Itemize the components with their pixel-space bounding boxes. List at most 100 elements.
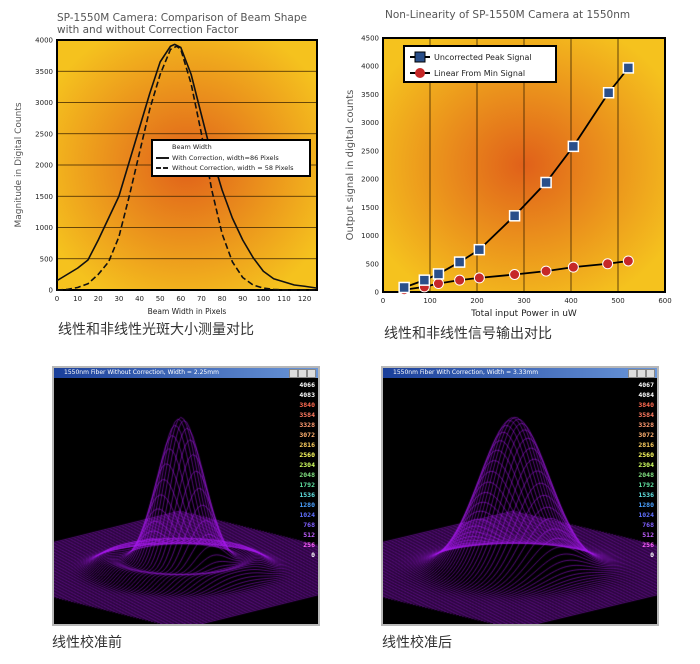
scale-value: 1280 — [638, 501, 654, 509]
title-line: with and without Correction Factor — [57, 24, 239, 36]
y-tick-label: 3500 — [361, 91, 379, 99]
legend-label: With Correction, width=86 Pixels — [172, 154, 279, 162]
scale-value: 3584 — [638, 411, 654, 419]
scale-value: 768 — [303, 521, 315, 529]
y-tick-label: 2500 — [361, 147, 379, 155]
scale-value: 512 — [642, 531, 654, 539]
close-button[interactable] — [307, 369, 316, 378]
data-point — [453, 256, 466, 268]
data-point — [473, 243, 486, 256]
data-point — [398, 281, 410, 294]
y-tick-label: 4500 — [361, 35, 379, 43]
scale-value: 1792 — [638, 481, 654, 489]
data-point — [540, 265, 552, 277]
caption-chart2: 线性和非线性信号输出对比 — [384, 326, 552, 342]
x-tick-label: 400 — [564, 297, 577, 305]
color-scale: 4067 4084 3840 3584 3328 3072 2816 2560 2304 2048… — [638, 380, 654, 560]
x-tick-label: 70 — [197, 295, 206, 303]
scale-value: 0 — [650, 551, 654, 559]
y-tick-label: 3000 — [361, 119, 379, 127]
y-tick-label: 4000 — [35, 37, 53, 45]
scale-value: 4083 — [299, 391, 315, 399]
legend-label: Linear From Min Signal — [434, 69, 525, 78]
x-tick-label: 0 — [55, 295, 59, 303]
x-tick-label: 0 — [381, 297, 385, 305]
scale-value: 256 — [642, 541, 654, 549]
y-tick-label: 2500 — [35, 130, 53, 138]
y-tick-label: 500 — [366, 260, 379, 268]
data-point — [602, 87, 615, 99]
caption-before: 线性校准前 — [52, 635, 122, 651]
window-title: 1550nm Fiber Without Correction, Width =… — [54, 368, 318, 378]
y-tick-label: 1000 — [35, 224, 53, 232]
window-title: 1550nm Fiber With Correction, Width = 3.… — [383, 368, 657, 378]
y-tick-label: 1500 — [361, 204, 379, 212]
close-button[interactable] — [646, 369, 655, 378]
x-tick-label: 300 — [517, 297, 530, 305]
data-point — [508, 210, 521, 222]
data-point — [567, 140, 580, 153]
scale-value: 2304 — [638, 461, 654, 469]
x-tick-label: 500 — [611, 297, 624, 305]
x-tick-label: 50 — [156, 295, 165, 303]
scale-value: 2560 — [638, 451, 654, 459]
scale-value: 1792 — [299, 481, 315, 489]
scale-value: 2816 — [638, 441, 654, 449]
y-tick-label: 0 — [49, 287, 53, 295]
y-tick-label: 3500 — [35, 68, 53, 76]
scale-value: 768 — [642, 521, 654, 529]
x-tick-label: 80 — [218, 295, 227, 303]
minimize-button[interactable] — [289, 369, 298, 378]
data-point — [432, 278, 444, 290]
window-with-correction: 1550nm Fiber With Correction, Width = 3.… — [381, 366, 659, 626]
y-tick-label: 0 — [375, 289, 379, 297]
data-point — [509, 269, 521, 281]
nonlinearity-chart: 0 500 1000 1500 2000 2500 3000 3500 4000 4500 0 100… — [345, 35, 672, 320]
maximize-button[interactable] — [637, 369, 646, 378]
plot-frame — [56, 39, 318, 291]
x-axis-label: Total input Power in uW — [470, 309, 577, 319]
x-tick-label: 20 — [94, 295, 103, 303]
data-point — [473, 272, 485, 284]
y-tick-label: 500 — [40, 255, 53, 263]
maximize-button[interactable] — [298, 369, 307, 378]
scale-value: 2816 — [299, 441, 315, 449]
legend-title: Beam Width — [172, 143, 212, 151]
series-line — [403, 67, 630, 289]
scale-value: 3328 — [638, 421, 654, 429]
legend-marker — [415, 68, 425, 78]
chart1-title: SP-1550M Camera: Comparison of Beam Shap… — [57, 12, 307, 36]
x-tick-label: 110 — [277, 295, 290, 303]
legend-label: Without Correction, width = 58 Pixels — [172, 164, 294, 172]
beam-3d-plot — [383, 378, 657, 624]
data-point — [622, 255, 634, 267]
scale-value: 1024 — [638, 511, 654, 519]
series-line — [56, 43, 318, 289]
scale-value: 1536 — [638, 491, 654, 499]
title-line: SP-1550M Camera: Comparison of Beam Shap… — [57, 12, 307, 24]
y-tick-label: 2000 — [35, 162, 53, 170]
legend-box — [151, 139, 311, 177]
x-tick-label: 600 — [658, 297, 671, 305]
minimize-button[interactable] — [628, 369, 637, 378]
scale-value: 2304 — [299, 461, 315, 469]
scale-value: 0 — [311, 551, 315, 559]
data-point — [418, 274, 431, 286]
x-tick-label: 30 — [114, 295, 123, 303]
data-point — [540, 176, 552, 189]
scale-value: 4084 — [638, 391, 654, 399]
scale-value: 4067 — [638, 381, 654, 389]
legend-label: Uncorrected Peak Signal — [434, 53, 532, 62]
chart2-title: Non-Linearity of SP-1550M Camera at 1550… — [385, 9, 631, 21]
caption-chart1: 线性和非线性光斑大小测量对比 — [58, 322, 254, 338]
scale-value: 3072 — [638, 431, 654, 439]
data-point — [602, 258, 614, 270]
scale-value: 256 — [303, 541, 315, 549]
x-tick-label: 100 — [257, 295, 270, 303]
data-point — [567, 261, 579, 273]
beam-3d-plot — [54, 378, 318, 624]
data-point — [454, 274, 466, 286]
scale-value: 3072 — [299, 431, 315, 439]
x-axis-label: Beam Width in Pixels — [148, 307, 227, 316]
y-tick-label: 1000 — [361, 232, 379, 240]
